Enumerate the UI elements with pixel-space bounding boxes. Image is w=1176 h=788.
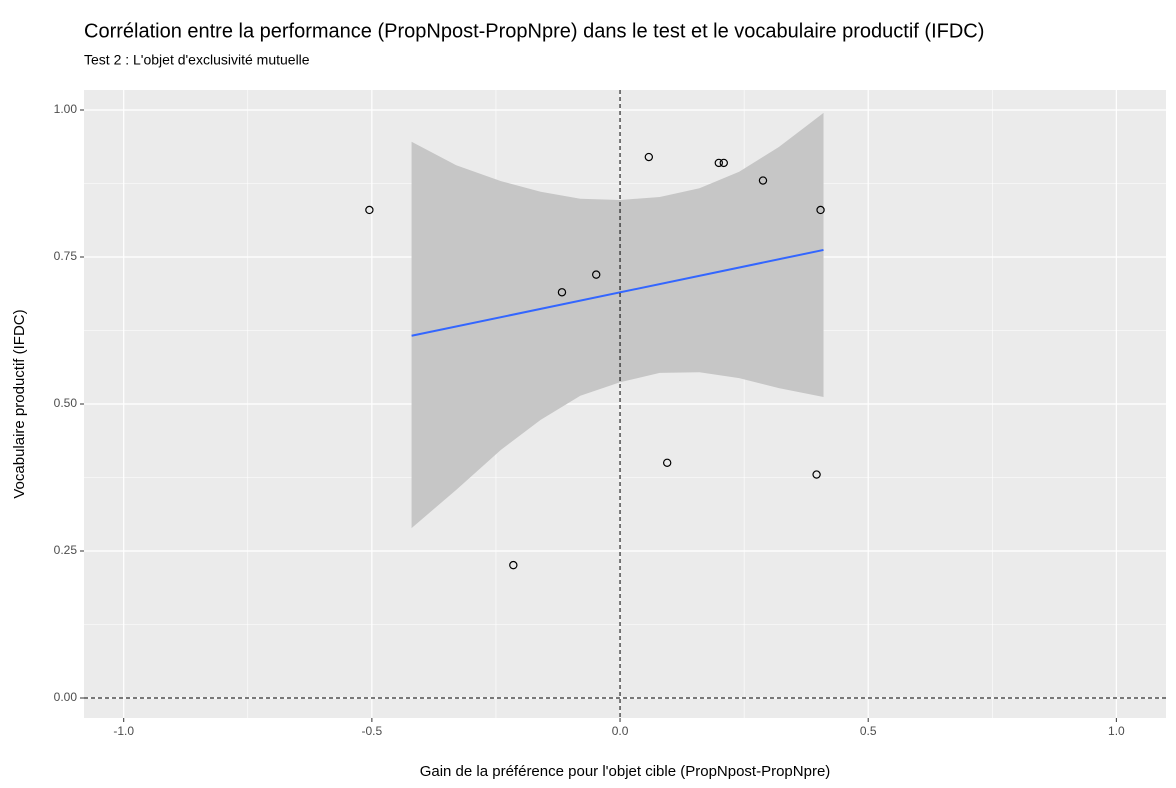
point bbox=[719, 158, 728, 168]
y-tick-label: 0.25 bbox=[54, 543, 78, 557]
y-tick-label: 0.00 bbox=[54, 690, 78, 704]
point bbox=[812, 470, 821, 479]
point bbox=[758, 176, 768, 185]
point bbox=[592, 270, 601, 279]
point bbox=[557, 288, 567, 297]
point bbox=[714, 158, 724, 168]
point bbox=[365, 205, 374, 215]
x-axis-label: Gain de la préférence pour l'objet cible… bbox=[420, 763, 831, 780]
x-tick-label: 0.0 bbox=[612, 724, 629, 738]
y-axis-label: Vocabulaire productif (IFDC) bbox=[11, 309, 28, 498]
x-tick-label: -0.5 bbox=[362, 724, 383, 738]
chart-title: Corrélation entre la performance (PropNp… bbox=[84, 20, 984, 42]
x-tick-label: 0.5 bbox=[860, 724, 877, 738]
chart-subtitle: Test 2 : L'objet d'exclusivité mutuelle bbox=[84, 52, 310, 68]
point bbox=[644, 152, 654, 162]
y-tick-label: 0.75 bbox=[54, 249, 78, 263]
point bbox=[816, 205, 825, 215]
fit-line bbox=[411, 248, 824, 337]
point bbox=[509, 560, 518, 570]
point bbox=[662, 458, 672, 468]
x-tick-label: 1.0 bbox=[1108, 724, 1125, 738]
x-tick-label: -1.0 bbox=[113, 724, 134, 738]
y-tick-label: 1.00 bbox=[54, 102, 78, 116]
y-tick-label: 0.50 bbox=[54, 396, 78, 410]
confidence-band bbox=[411, 112, 824, 529]
